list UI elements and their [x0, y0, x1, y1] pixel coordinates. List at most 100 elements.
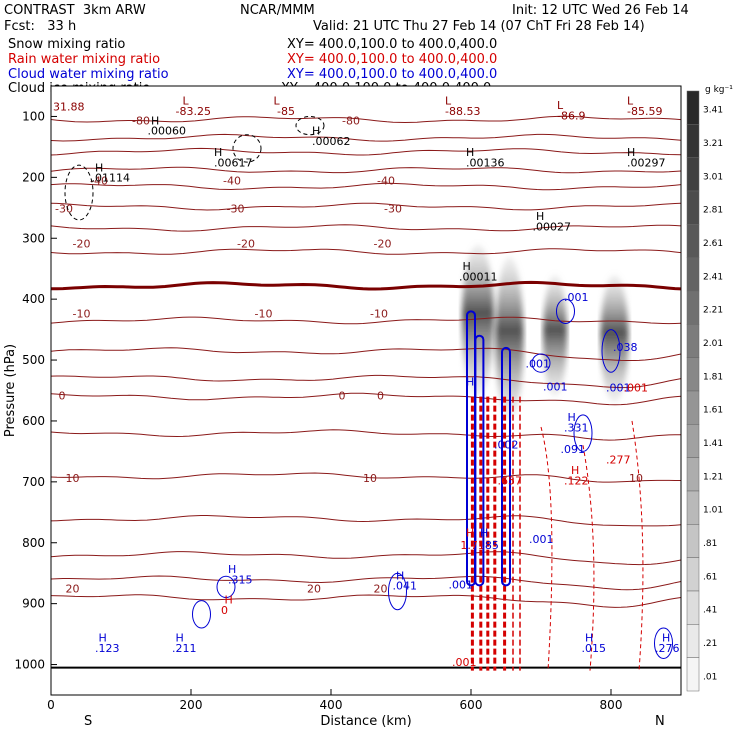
cloud-contour-2: [601, 329, 621, 373]
x-axis-label: Distance (km): [320, 714, 411, 729]
colorbar-label-15: .41: [703, 606, 717, 616]
y-tick-label-5: 600: [22, 414, 45, 428]
legend-cloud-name: Cloud water mixing ratio: [8, 67, 169, 82]
annotation-49: .315: [228, 574, 253, 587]
colorbar-swatch-13: [686, 524, 700, 558]
colorbar-swatch-2: [686, 157, 700, 192]
annotation-5: L: [445, 94, 452, 107]
annotation-11: H: [151, 114, 159, 127]
legend-rain-name: Rain water mixing ratio: [8, 52, 161, 67]
colorbar-label-13: .81: [703, 539, 717, 549]
isotherm-line-80: [51, 551, 681, 566]
colorbar-swatch-0: [686, 90, 700, 125]
legend-snow-name: Snow mixing ratio: [8, 37, 126, 52]
temp-label-19: 10: [629, 472, 643, 485]
temp-label-6: -30: [227, 203, 245, 216]
colorbar-label-12: 1.01: [703, 506, 723, 516]
colorbar-label-5: 2.41: [703, 272, 723, 282]
annotation-44: 1.71: [460, 539, 485, 552]
annotation-29: .038: [613, 341, 638, 354]
temp-label-15: 0: [339, 390, 346, 403]
colorbar-label-7: 2.01: [703, 339, 723, 349]
temp-label-11: -10: [73, 307, 91, 320]
annotation-61: .276: [655, 642, 680, 655]
annotation-55: .123: [95, 642, 120, 655]
colorbar-swatch-11: [686, 457, 700, 492]
y-tick-label-8: 900: [22, 597, 45, 611]
annotation-51: 0: [221, 604, 228, 617]
annotation-12: .00060: [148, 125, 187, 138]
annotation-59: .015: [582, 642, 607, 655]
isotherm-line--30: [51, 202, 681, 211]
colorbar-swatch-15: [686, 590, 700, 625]
annotation-2: -83.25: [176, 105, 211, 118]
temp-label-9: -20: [237, 237, 255, 250]
org-label: NCAR/MMM: [240, 3, 315, 18]
temp-label-14: 0: [59, 390, 66, 403]
colorbar-swatch-12: [686, 490, 700, 525]
temp-label-3: -40: [223, 175, 241, 188]
y-tick-label-0: 100: [22, 109, 45, 123]
x-end-label-south: S: [84, 714, 92, 729]
forecast-hour: Fcst: 33 h: [4, 19, 77, 34]
annotation-43: H: [480, 527, 488, 540]
annotation-3: L: [274, 94, 281, 107]
temp-label-2: -40: [90, 175, 108, 188]
temp-label-22: 20: [374, 583, 388, 596]
colorbar-label-11: 1.21: [703, 472, 723, 482]
isotherm-line-20: [51, 347, 681, 361]
isotherm-line-90: [51, 575, 681, 591]
colorbar-label-6: 2.21: [703, 306, 723, 316]
cloud-column-1: [474, 334, 485, 587]
annotation-38: H: [571, 464, 579, 477]
cloud-contour-3: [573, 414, 593, 452]
annotation-28: .001: [526, 357, 551, 370]
x-tick-label-0: 0: [47, 698, 55, 712]
colorbar-label-14: .61: [703, 572, 717, 582]
annotation-16: .00617: [214, 156, 253, 169]
ice-contour-0: [64, 164, 94, 221]
temp-label-4: -40: [377, 175, 395, 188]
isotherm-line-0: [51, 280, 681, 291]
isotherm-line--70: [51, 133, 681, 142]
temp-label-20: 20: [66, 583, 80, 596]
temp-label-0: -80: [132, 114, 150, 127]
y-tick-label-2: 300: [22, 231, 45, 245]
colorbar-swatch-1: [686, 124, 700, 158]
temp-label-18: 10: [363, 472, 377, 485]
init-time: Init: 12 UTC Wed 26 Feb 14: [512, 3, 689, 18]
cloud-contour-0: [556, 298, 575, 325]
annotation-27: .001: [564, 291, 589, 304]
isotherm-line-50: [51, 429, 681, 441]
isotherm-line-10: [51, 316, 681, 325]
legend-snow-xy: XY= 400.0,100.0 to 400.0,400.0: [287, 37, 498, 52]
cloud-column-2: [501, 346, 511, 587]
annotation-26: .00011: [459, 270, 498, 283]
annotation-35: .331: [564, 421, 589, 434]
isotherm-line-40: [51, 392, 681, 406]
plot-background: [51, 86, 681, 695]
annotation-24: .00027: [533, 220, 572, 233]
annotation-53: .041: [393, 580, 418, 593]
isotherm-line-100: [51, 594, 681, 608]
rain-contour-1: [582, 445, 595, 671]
cloud-contour-6: [192, 600, 211, 629]
valid-time: Valid: 21 UTC Thu 27 Feb 14 (07 ChT Fri …: [313, 19, 645, 34]
colorbar-swatch-14: [686, 557, 700, 592]
ice-contour-2: [295, 115, 325, 136]
colorbar-swatch-4: [686, 224, 700, 258]
annotation-37: .277: [606, 454, 631, 467]
colorbar-swatch-17: [686, 657, 700, 692]
colorbar-swatch-9: [686, 390, 700, 425]
cloud-contour-1: [531, 353, 551, 373]
rain-contour-2: [631, 420, 644, 671]
annotation-20: .00297: [627, 156, 666, 169]
annotation-50: H: [225, 594, 233, 607]
annotation-21: H: [95, 161, 103, 174]
ice-contour-1: [232, 134, 262, 163]
annotation-23: H: [536, 210, 544, 223]
annotation-33: H: [466, 376, 474, 389]
isotherm-line-70: [51, 515, 681, 527]
annotation-54: H: [99, 631, 107, 644]
isotherm-line--50: [51, 166, 681, 174]
